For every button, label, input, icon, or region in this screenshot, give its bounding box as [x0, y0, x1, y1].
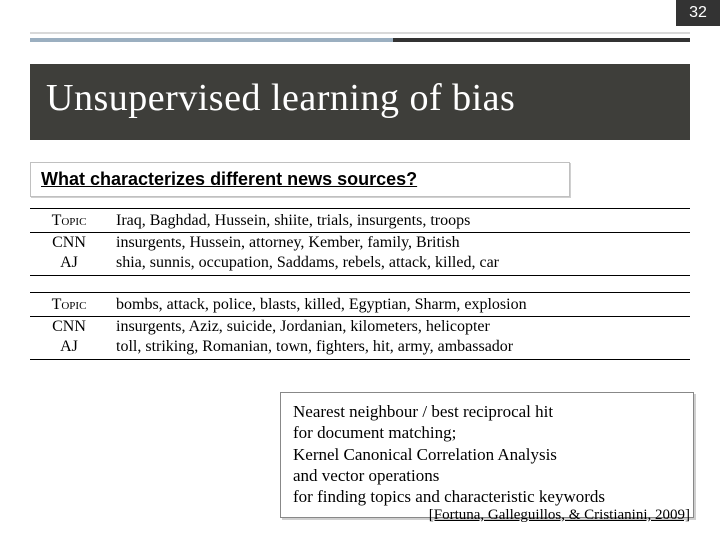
row-words: toll, striking, Romanian, town, fighters… [108, 338, 690, 356]
divider-light [30, 32, 690, 34]
row-label: CNN [30, 318, 108, 336]
table-row: CNN insurgents, Aziz, suicide, Jordanian… [30, 317, 690, 337]
row-label: CNN [30, 234, 108, 252]
row-words: bombs, attack, police, blasts, killed, E… [108, 296, 690, 314]
page-number: 32 [676, 0, 720, 26]
method-line: Kernel Canonical Correlation Analysis [293, 444, 681, 465]
question-box: What characterizes different news source… [30, 162, 570, 197]
table-row: AJ shia, sunnis, occupation, Saddams, re… [30, 253, 690, 273]
method-line: Nearest neighbour / best reciprocal hit [293, 401, 681, 422]
table-row: Topic bombs, attack, police, blasts, kil… [30, 295, 690, 317]
method-line: for document matching; [293, 422, 681, 443]
method-line: for finding topics and characteristic ke… [293, 486, 681, 507]
table-group: Topic Iraq, Baghdad, Hussein, shiite, tr… [30, 208, 690, 276]
row-label: Topic [30, 296, 108, 314]
method-line: and vector operations [293, 465, 681, 486]
table-row: AJ toll, striking, Romanian, town, fight… [30, 337, 690, 357]
row-words: Iraq, Baghdad, Hussein, shiite, trials, … [108, 212, 690, 230]
row-label: AJ [30, 338, 108, 356]
row-words: shia, sunnis, occupation, Saddams, rebel… [108, 254, 690, 272]
table-row: CNN insurgents, Hussein, attorney, Kembe… [30, 233, 690, 253]
row-label: Topic [30, 212, 108, 230]
slide-title: Unsupervised learning of bias [46, 76, 674, 120]
topic-table: Topic Iraq, Baghdad, Hussein, shiite, tr… [30, 208, 690, 360]
row-words: insurgents, Hussein, attorney, Kember, f… [108, 234, 690, 252]
citation: [Fortuna, Galleguillos, & Cristianini, 2… [429, 507, 690, 524]
title-block: Unsupervised learning of bias [30, 64, 690, 140]
table-group: Topic bombs, attack, police, blasts, kil… [30, 292, 690, 360]
table-row: Topic Iraq, Baghdad, Hussein, shiite, tr… [30, 211, 690, 233]
row-label: AJ [30, 254, 108, 272]
divider-dark [30, 38, 690, 42]
row-words: insurgents, Aziz, suicide, Jordanian, ki… [108, 318, 690, 336]
method-box: Nearest neighbour / best reciprocal hit … [280, 392, 694, 518]
